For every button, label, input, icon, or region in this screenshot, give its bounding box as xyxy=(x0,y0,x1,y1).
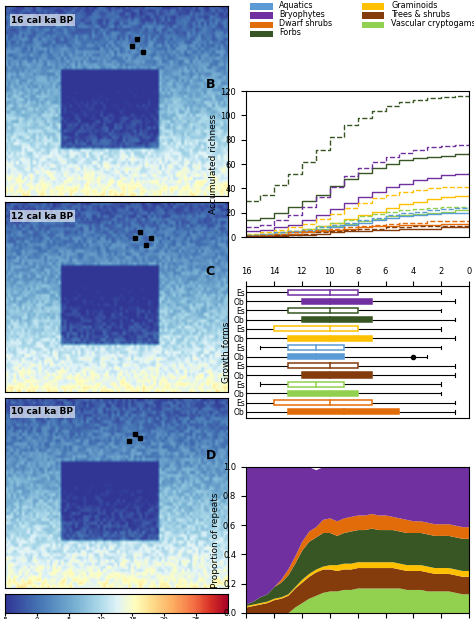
Text: Graminoids: Graminoids xyxy=(391,1,438,10)
Bar xyxy=(288,409,400,415)
Bar xyxy=(288,391,357,396)
Bar xyxy=(302,373,372,378)
Bar xyxy=(302,299,372,304)
Text: Trees & shrubs: Trees & shrubs xyxy=(391,10,450,19)
Bar xyxy=(288,308,357,313)
FancyBboxPatch shape xyxy=(250,22,273,28)
Text: Forbs: Forbs xyxy=(280,28,301,37)
Text: 12 cal ka BP: 12 cal ka BP xyxy=(11,212,73,220)
Text: D: D xyxy=(206,449,216,462)
Text: 16 cal ka BP: 16 cal ka BP xyxy=(11,15,73,25)
Bar xyxy=(288,335,372,340)
FancyBboxPatch shape xyxy=(362,12,384,19)
Text: Vascular cryptogams: Vascular cryptogams xyxy=(391,19,474,28)
Bar xyxy=(302,317,372,322)
FancyBboxPatch shape xyxy=(362,22,384,28)
FancyBboxPatch shape xyxy=(250,3,273,10)
Bar xyxy=(288,290,357,295)
Bar xyxy=(288,345,344,350)
Text: C: C xyxy=(206,265,215,278)
Text: Dwarf shrubs: Dwarf shrubs xyxy=(280,19,333,28)
FancyBboxPatch shape xyxy=(362,3,384,10)
Text: Aquatics: Aquatics xyxy=(280,1,314,10)
Bar xyxy=(288,363,357,368)
Bar xyxy=(288,354,344,359)
Bar xyxy=(274,326,357,331)
Y-axis label: Accumulated richness: Accumulated richness xyxy=(209,114,218,214)
Y-axis label: Proportion of repeats: Proportion of repeats xyxy=(211,492,220,587)
Bar xyxy=(288,382,344,387)
FancyBboxPatch shape xyxy=(250,12,273,19)
Text: B: B xyxy=(206,78,215,91)
Text: Bryophytes: Bryophytes xyxy=(280,10,325,19)
Text: 10 cal ka BP: 10 cal ka BP xyxy=(11,407,73,417)
FancyBboxPatch shape xyxy=(250,31,273,37)
Bar xyxy=(274,400,372,405)
Y-axis label: Growth forms: Growth forms xyxy=(222,321,231,383)
